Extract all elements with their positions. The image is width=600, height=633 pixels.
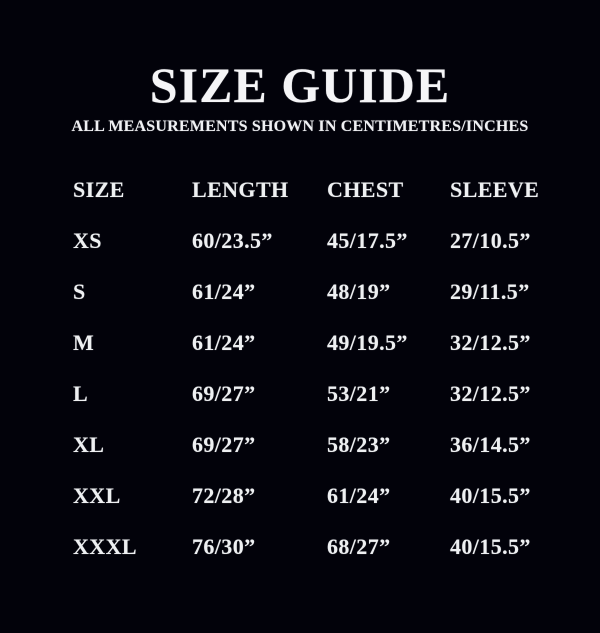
size-label: M: [73, 329, 95, 355]
sleeve-value: 27/10.5”: [450, 227, 531, 253]
length-value: 60/23.5”: [192, 227, 273, 253]
column-header-chest: CHEST: [327, 176, 404, 202]
sleeve-value: 32/12.5”: [450, 329, 531, 355]
size-label: L: [73, 380, 89, 406]
chest-value: 45/17.5”: [327, 227, 408, 253]
size-label: XS: [73, 227, 102, 253]
size-label: XL: [73, 431, 105, 457]
chest-value: 48/19”: [327, 278, 391, 304]
length-value: 76/30”: [192, 533, 256, 559]
chest-value: 68/27”: [327, 533, 391, 559]
sleeve-value: 40/15.5”: [450, 482, 531, 508]
chest-value: 49/19.5”: [327, 329, 408, 355]
sleeve-value: 36/14.5”: [450, 431, 531, 457]
chest-value: 61/24”: [327, 482, 391, 508]
column-header-size: SIZE: [73, 176, 125, 202]
size-label: XXL: [73, 482, 121, 508]
chest-value: 58/23”: [327, 431, 391, 457]
sleeve-value: 40/15.5”: [450, 533, 531, 559]
length-value: 61/24”: [192, 329, 256, 355]
size-guide-table: SIZE LENGTH CHEST SLEEVE XS 60/23.5” 45/…: [73, 164, 543, 572]
page-subtitle: ALL MEASUREMENTS SHOWN IN CENTIMETRES/IN…: [71, 118, 529, 135]
sleeve-value: 32/12.5”: [450, 380, 531, 406]
column-header-length: LENGTH: [192, 176, 289, 202]
chest-value: 53/21”: [327, 380, 391, 406]
size-label: XXXL: [73, 533, 137, 559]
size-label: S: [73, 278, 86, 304]
sleeve-value: 29/11.5”: [450, 278, 530, 304]
length-value: 72/28”: [192, 482, 256, 508]
page-title: SIZE GUIDE: [149, 57, 451, 113]
length-value: 69/27”: [192, 380, 256, 406]
length-value: 69/27”: [192, 431, 256, 457]
column-header-sleeve: SLEEVE: [450, 176, 540, 202]
length-value: 61/24”: [192, 278, 256, 304]
